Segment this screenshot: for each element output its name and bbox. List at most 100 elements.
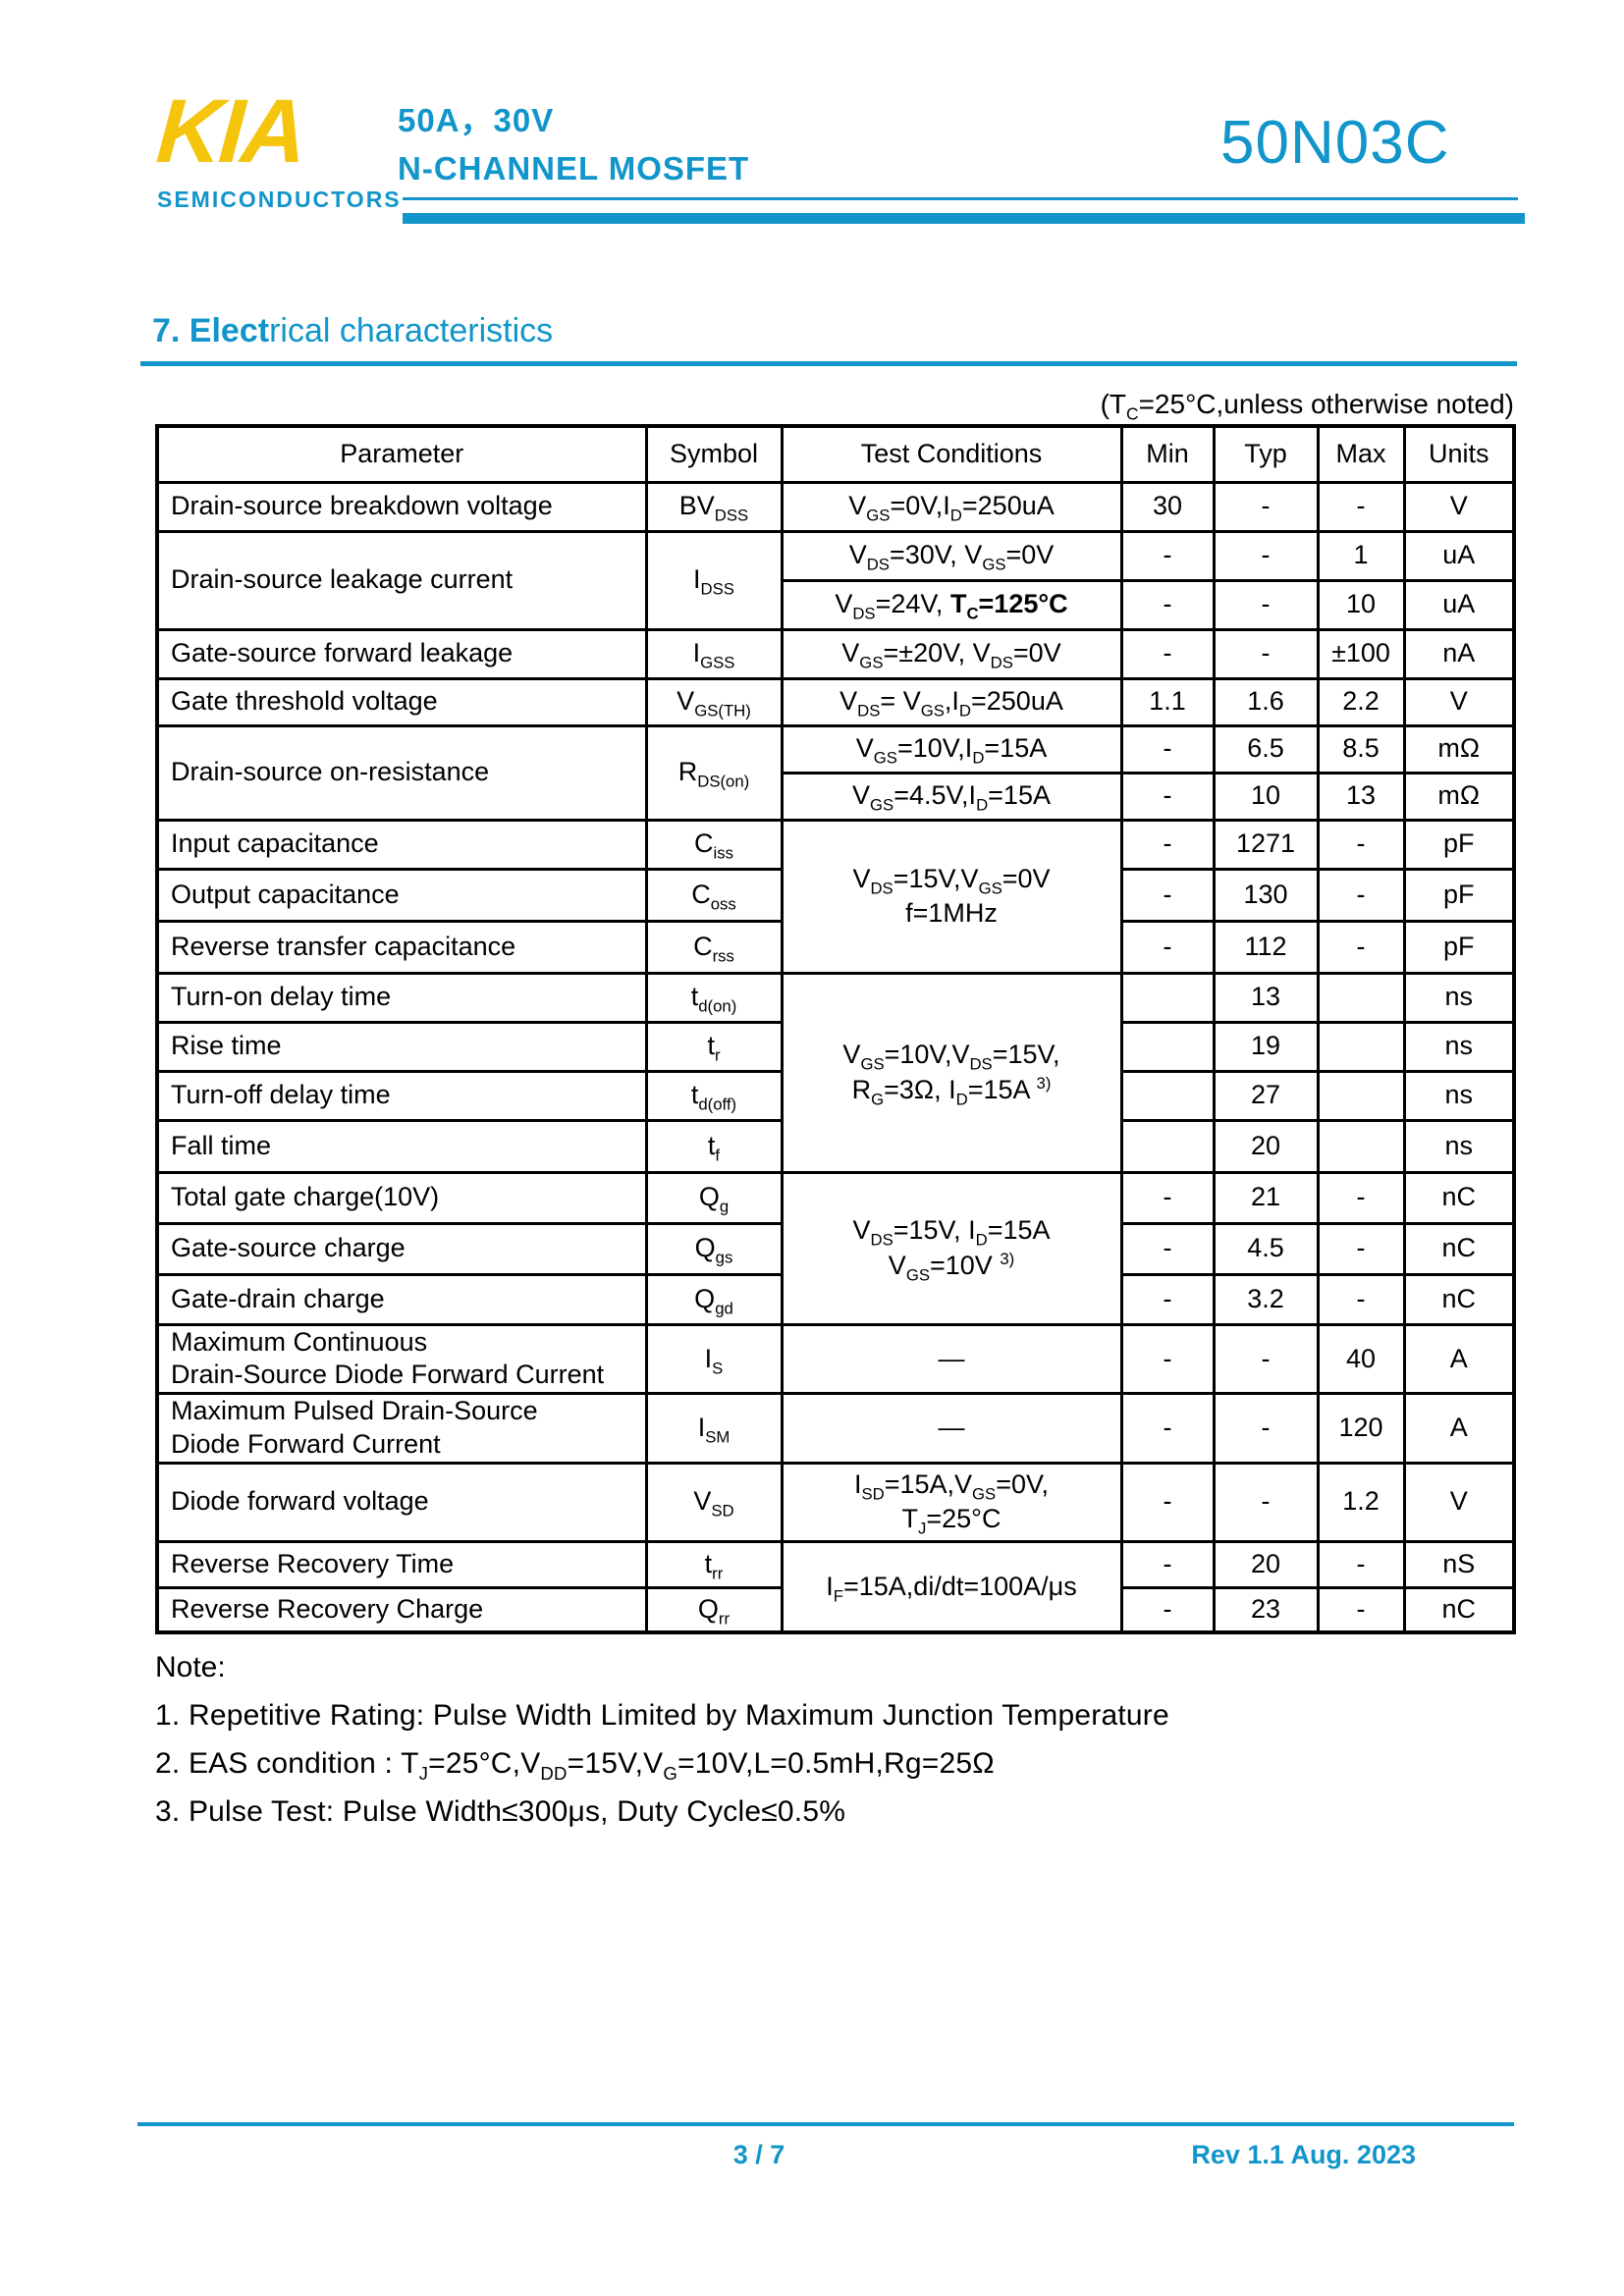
units-cell: ns xyxy=(1402,971,1516,1024)
symbol-cell: VSD xyxy=(644,1461,784,1543)
param-cell: Fall time xyxy=(155,1118,648,1174)
table-row: Reverse Recovery Time trr IF=15A,di/dt=1… xyxy=(155,1539,1516,1634)
units-cell: uA xyxy=(1402,578,1516,631)
cond-cell: VGS=4.5V,ID=15A xyxy=(780,771,1123,822)
typ-cell: - xyxy=(1212,1322,1320,1395)
cond-cell: — xyxy=(780,1322,1123,1395)
typ-cell: - xyxy=(1212,627,1320,680)
param-cell: Maximum Continuous Drain-Source Diode For… xyxy=(155,1322,648,1395)
max-cell: - xyxy=(1316,1221,1406,1276)
kia-logo: KIA xyxy=(153,81,308,182)
cond-cell: VGS=0V,ID=250uA xyxy=(780,480,1123,533)
units-cell: A xyxy=(1402,1392,1516,1465)
symbol-cell: tf xyxy=(644,1118,784,1174)
footer-rule xyxy=(137,2122,1514,2126)
symbol-cell: BVDSS xyxy=(644,480,784,533)
max-cell: 1 xyxy=(1316,529,1406,582)
table-header-row: Parameter Symbol Test Conditions Min Typ… xyxy=(155,424,1516,484)
max-cell: 1.2 xyxy=(1316,1461,1406,1543)
table-row: Maximum Pulsed Drain-Source Diode Forward… xyxy=(155,1392,1516,1465)
param-cell: Turn-on delay time xyxy=(155,971,648,1024)
header-cell-parameter: Parameter xyxy=(155,424,648,484)
symbol-cell: Qgs xyxy=(644,1221,784,1276)
min-cell: - xyxy=(1119,1392,1216,1465)
table-row: Total gate charge(10V) Qg VDS=15V, ID=15… xyxy=(155,1170,1516,1326)
param-cell: Output capacitance xyxy=(155,867,648,923)
param-cell: Maximum Pulsed Drain-Source Diode Forward… xyxy=(155,1392,648,1465)
typ-cell: - xyxy=(1212,578,1320,631)
electrical-characteristics-table: Parameter Symbol Test Conditions Min Typ… xyxy=(155,424,1516,1634)
table-row: Gate threshold voltage VGS(TH) VDS= VGS,… xyxy=(155,676,1516,727)
param-cell: Gate threshold voltage xyxy=(155,676,648,727)
page-number: 3 / 7 xyxy=(732,2140,785,2169)
brand-logo-block: KIA SEMICONDUCTORS xyxy=(153,81,402,213)
min-cell: - xyxy=(1119,1461,1216,1543)
max-cell: 120 xyxy=(1316,1392,1406,1465)
min-cell: - xyxy=(1119,578,1216,631)
table-row: Gate-drain charge Qgd - 3.2 - nC xyxy=(155,1272,1516,1326)
max-cell: - xyxy=(1316,480,1406,533)
symbol-cell: tr xyxy=(644,1020,784,1073)
typ-cell: 23 xyxy=(1212,1585,1320,1634)
min-cell: - xyxy=(1119,919,1216,975)
part-number: 50N03C xyxy=(1220,109,1450,177)
max-cell xyxy=(1316,971,1406,1024)
typ-cell: 6.5 xyxy=(1212,723,1320,774)
min-cell: - xyxy=(1119,1272,1216,1326)
max-cell: - xyxy=(1316,818,1406,871)
cond-cell: VGS=±20V, VDS=0V xyxy=(780,627,1123,680)
cond-cell: VDS= VGS,ID=250uA xyxy=(780,676,1123,727)
section-title-bold: 7. Elect xyxy=(152,312,270,349)
typ-cell: - xyxy=(1212,1392,1320,1465)
cond-cell: ISD=15A,VGS=0V, TJ=25°C xyxy=(780,1461,1123,1543)
units-cell: nC xyxy=(1402,1585,1516,1634)
symbol-cell: Ciss xyxy=(644,818,784,871)
cond-cell: VDS=15V,VGS=0V f=1MHz xyxy=(780,818,1123,975)
param-cell: Rise time xyxy=(155,1020,648,1073)
max-cell: 8.5 xyxy=(1316,723,1406,774)
cond-cell: IF=15A,di/dt=100A/μs xyxy=(780,1539,1123,1634)
symbol-cell: RDS(on) xyxy=(644,723,784,822)
section-underline xyxy=(140,361,1517,366)
min-cell: 1.1 xyxy=(1119,676,1216,727)
min-cell: - xyxy=(1119,1585,1216,1634)
units-cell: ns xyxy=(1402,1118,1516,1174)
table-row: Input capacitance Ciss VDS=15V,VGS=0V f=1… xyxy=(155,818,1516,975)
max-cell xyxy=(1316,1118,1406,1174)
symbol-cell: VGS(TH) xyxy=(644,676,784,727)
units-cell: mΩ xyxy=(1402,723,1516,774)
symbol-cell: IDSS xyxy=(644,529,784,631)
table-row: Reverse Recovery Charge Qrr - 23 - nC xyxy=(155,1585,1516,1634)
typ-cell: 19 xyxy=(1212,1020,1320,1073)
table-row: Drain-source leakage current IDSS VDS=30… xyxy=(155,529,1516,631)
param-cell: Total gate charge(10V) xyxy=(155,1170,648,1225)
cond-cell: VDS=30V, VGS=0V xyxy=(780,529,1123,582)
min-cell xyxy=(1119,1069,1216,1122)
symbol-cell: td(off) xyxy=(644,1069,784,1122)
symbol-cell: trr xyxy=(644,1539,784,1589)
table-row: Reverse transfer capacitance Crss - 112 … xyxy=(155,919,1516,975)
typ-cell: 20 xyxy=(1212,1118,1320,1174)
min-cell: - xyxy=(1119,771,1216,822)
header-thick-rule xyxy=(403,213,1525,224)
units-cell: nC xyxy=(1402,1272,1516,1326)
test-condition-note: (TC=25°C,unless otherwise noted) xyxy=(1100,389,1514,424)
units-cell: nC xyxy=(1402,1221,1516,1276)
note-item-1: 1. Repetitive Rating: Pulse Width Limite… xyxy=(155,1699,1169,1732)
symbol-cell: Coss xyxy=(644,867,784,923)
header-cell-units: Units xyxy=(1402,424,1516,484)
logo-caption: SEMICONDUCTORS xyxy=(157,187,402,212)
units-cell: mΩ xyxy=(1402,771,1516,822)
max-cell: ±100 xyxy=(1316,627,1406,680)
table-row: Fall time tf 20 ns xyxy=(155,1118,1516,1174)
device-summary: 50A，30V N-CHANNEL MOSFET xyxy=(398,94,749,187)
cond-cell: VDS=15V, ID=15A VGS=10V 3) xyxy=(780,1170,1123,1326)
header-thin-rule xyxy=(403,197,1518,200)
typ-cell: 20 xyxy=(1212,1539,1320,1589)
header-cell-test-conditions: Test Conditions xyxy=(780,424,1123,484)
typ-cell: 130 xyxy=(1212,867,1320,923)
typ-cell: 10 xyxy=(1212,771,1320,822)
param-cell: Drain-source leakage current xyxy=(155,529,648,631)
max-cell: - xyxy=(1316,1170,1406,1225)
param-cell: Drain-source breakdown voltage xyxy=(155,480,648,533)
